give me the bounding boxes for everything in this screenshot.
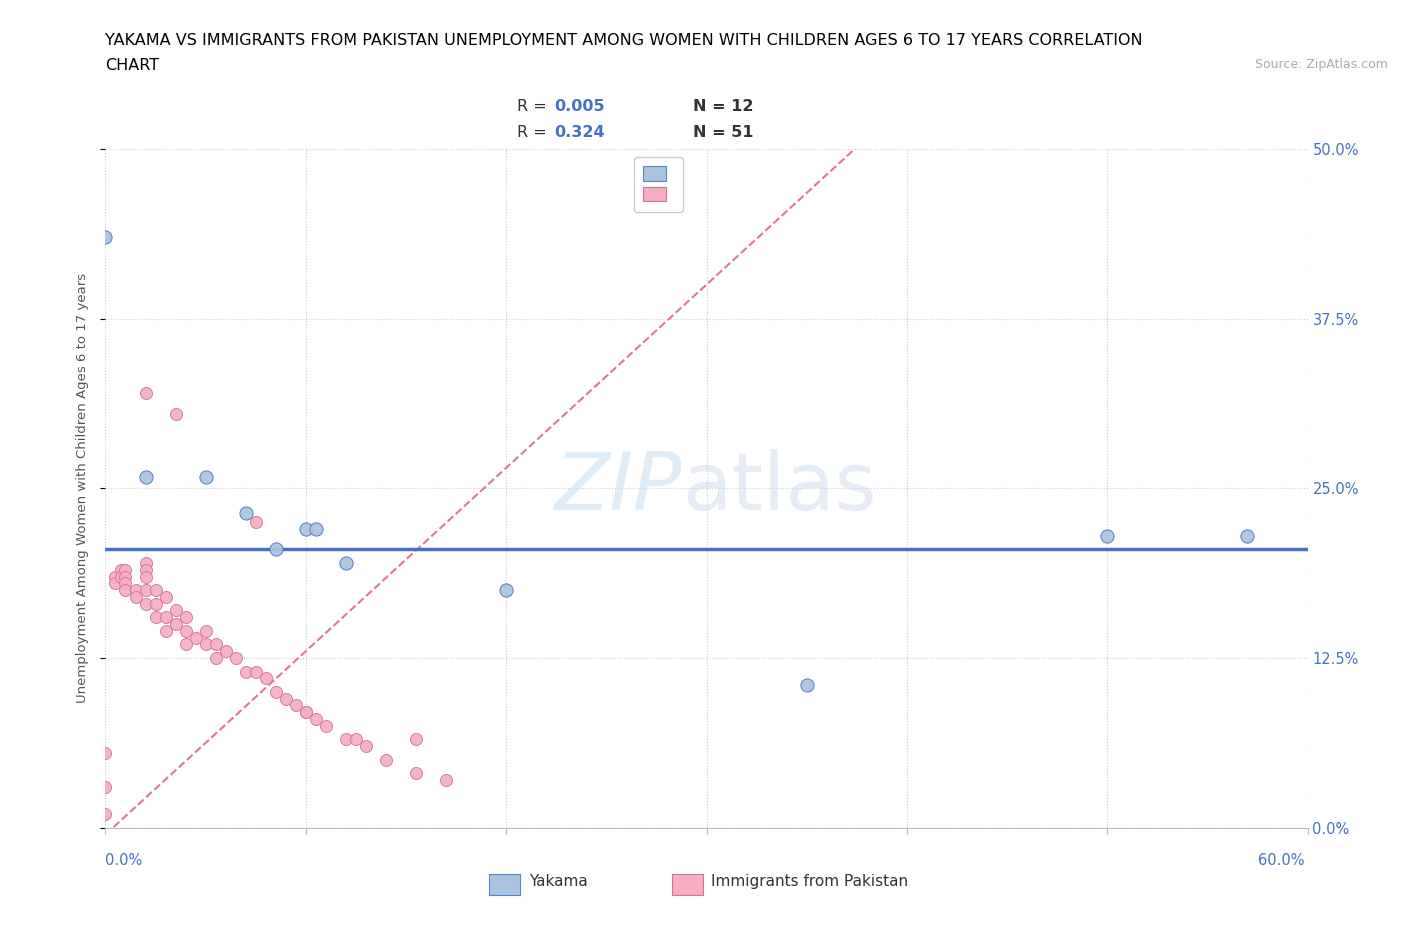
Point: [104, 576, 127, 591]
Point: [135, 470, 157, 485]
Point: [135, 569, 157, 584]
Point: [194, 623, 217, 638]
Point: [135, 563, 157, 578]
Point: [1097, 528, 1119, 543]
Point: [114, 563, 136, 578]
Point: [344, 732, 367, 747]
Point: [114, 569, 136, 584]
Text: N = 12: N = 12: [693, 100, 754, 114]
Text: CHART: CHART: [105, 58, 159, 73]
Point: [264, 542, 287, 557]
Point: [315, 719, 337, 734]
Point: [145, 582, 167, 598]
Point: [145, 610, 167, 625]
Point: [295, 705, 318, 720]
Point: [235, 505, 257, 520]
Point: [165, 617, 187, 631]
Point: [204, 651, 226, 666]
Text: R =: R =: [517, 125, 553, 140]
Point: [374, 752, 398, 767]
Text: R =: R =: [517, 100, 553, 114]
Point: [124, 590, 146, 604]
Text: 0.0%: 0.0%: [105, 853, 142, 868]
Point: [295, 522, 318, 537]
Text: YAKAMA VS IMMIGRANTS FROM PAKISTAN UNEMPLOYMENT AMONG WOMEN WITH CHILDREN AGES 6: YAKAMA VS IMMIGRANTS FROM PAKISTAN UNEMP…: [105, 33, 1143, 47]
Point: [1236, 528, 1258, 543]
Point: [174, 623, 197, 638]
Text: 0.324: 0.324: [554, 125, 605, 140]
Y-axis label: Unemployment Among Women with Children Ages 6 to 17 years: Unemployment Among Women with Children A…: [76, 273, 90, 703]
Point: [245, 664, 267, 679]
Point: [305, 522, 328, 537]
Point: [94, 806, 117, 821]
Point: [254, 671, 277, 685]
Text: 0.005: 0.005: [554, 100, 605, 114]
Point: [124, 582, 146, 598]
Point: [114, 582, 136, 598]
Point: [235, 664, 257, 679]
Point: [135, 555, 157, 570]
Point: [354, 738, 377, 753]
Point: [335, 732, 357, 747]
Point: [295, 705, 318, 720]
Point: [174, 610, 197, 625]
Point: [135, 596, 157, 611]
Point: [135, 582, 157, 598]
Text: ZIP: ZIP: [555, 449, 682, 527]
Point: [94, 230, 117, 245]
Point: [165, 603, 187, 618]
Text: atlas: atlas: [682, 449, 877, 527]
Legend: , : ,: [634, 157, 683, 212]
Text: Immigrants from Pakistan: Immigrants from Pakistan: [711, 874, 908, 889]
Point: [245, 515, 267, 530]
Point: [305, 711, 328, 726]
Point: [94, 746, 117, 761]
Point: [194, 637, 217, 652]
Text: Yakama: Yakama: [529, 874, 588, 889]
Point: [434, 773, 457, 788]
Point: [274, 691, 297, 706]
Point: [94, 779, 117, 794]
Point: [114, 576, 136, 591]
Point: [284, 698, 307, 713]
Point: [495, 582, 517, 598]
Text: Source: ZipAtlas.com: Source: ZipAtlas.com: [1254, 58, 1388, 71]
Point: [110, 569, 132, 584]
Point: [796, 678, 818, 693]
Point: [155, 623, 177, 638]
Point: [155, 610, 177, 625]
Point: [135, 386, 157, 401]
Point: [204, 637, 226, 652]
Point: [264, 684, 287, 699]
Point: [184, 631, 207, 645]
Point: [104, 569, 127, 584]
Point: [110, 563, 132, 578]
Point: [145, 596, 167, 611]
Point: [405, 766, 427, 781]
Text: N = 51: N = 51: [693, 125, 754, 140]
Text: 60.0%: 60.0%: [1258, 853, 1305, 868]
Point: [335, 555, 357, 570]
Point: [194, 470, 217, 485]
Point: [405, 732, 427, 747]
Point: [214, 644, 236, 658]
Point: [174, 637, 197, 652]
Point: [155, 590, 177, 604]
Point: [165, 406, 187, 421]
Point: [225, 651, 247, 666]
